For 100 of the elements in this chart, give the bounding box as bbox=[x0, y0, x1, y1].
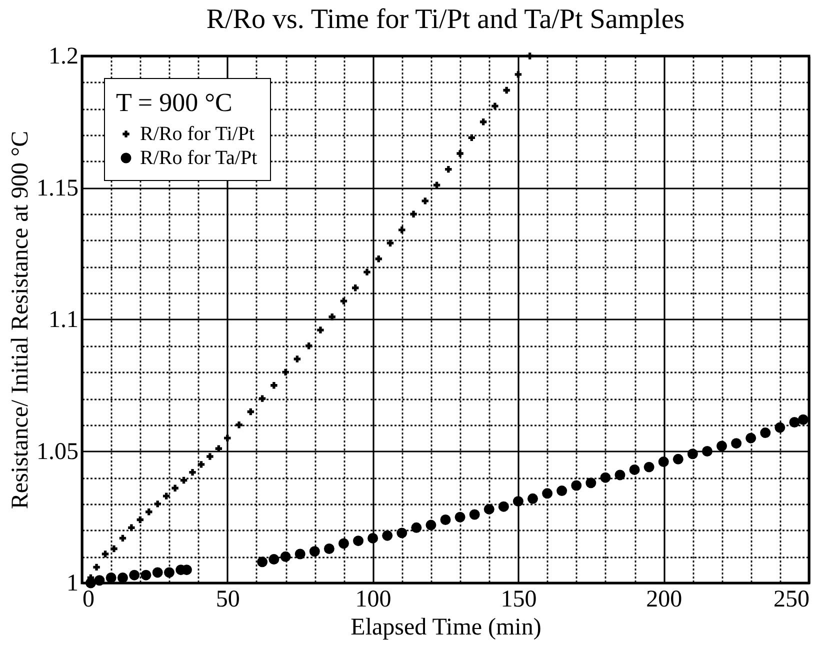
point bbox=[162, 492, 170, 500]
point bbox=[614, 470, 626, 480]
point bbox=[294, 356, 301, 362]
point bbox=[172, 484, 178, 492]
point bbox=[468, 134, 476, 142]
point bbox=[94, 575, 105, 586]
point bbox=[119, 534, 126, 542]
point bbox=[364, 268, 370, 276]
point bbox=[206, 453, 214, 460]
chart-title: R/Ro vs. Time for Ti/Pt and Ta/Pt Samples bbox=[206, 4, 685, 35]
point bbox=[382, 530, 393, 541]
point bbox=[629, 464, 640, 475]
point bbox=[760, 428, 771, 438]
point bbox=[128, 524, 135, 532]
point bbox=[353, 536, 364, 546]
point bbox=[110, 545, 118, 552]
point bbox=[305, 342, 312, 350]
point bbox=[247, 408, 254, 416]
point bbox=[411, 522, 422, 533]
point bbox=[526, 52, 534, 60]
point bbox=[309, 546, 320, 557]
point bbox=[102, 550, 109, 558]
y-tick-label: 1.05 bbox=[36, 438, 78, 465]
y-tick-label: 1.1 bbox=[48, 307, 78, 333]
point bbox=[433, 182, 440, 188]
point bbox=[352, 284, 359, 292]
point bbox=[140, 570, 152, 580]
point bbox=[129, 570, 140, 580]
point bbox=[484, 504, 494, 514]
point bbox=[456, 150, 464, 157]
point bbox=[198, 461, 205, 468]
point bbox=[106, 572, 116, 583]
point bbox=[146, 508, 152, 516]
point bbox=[798, 414, 808, 425]
point bbox=[164, 567, 174, 578]
y-tick-label: 1.2 bbox=[48, 44, 78, 70]
point bbox=[224, 434, 231, 442]
point bbox=[571, 480, 582, 491]
point bbox=[514, 71, 522, 78]
point bbox=[189, 468, 196, 476]
point bbox=[152, 567, 163, 578]
point bbox=[498, 501, 509, 512]
point bbox=[317, 326, 324, 334]
point bbox=[375, 256, 382, 262]
point bbox=[716, 440, 728, 452]
x-tick-label: 150 bbox=[500, 586, 537, 612]
point bbox=[746, 432, 756, 444]
point bbox=[396, 528, 408, 538]
point bbox=[257, 556, 268, 568]
point bbox=[527, 493, 538, 504]
point bbox=[789, 417, 800, 428]
point bbox=[556, 486, 568, 496]
point bbox=[492, 102, 498, 110]
point bbox=[426, 520, 436, 530]
x-tick-label: 200 bbox=[646, 586, 682, 612]
point bbox=[258, 395, 266, 402]
legend-title: T = 900 °C bbox=[116, 88, 232, 117]
x-tick-label: 250 bbox=[774, 586, 810, 612]
point bbox=[512, 496, 524, 507]
y-tick-label: 1.15 bbox=[36, 175, 78, 202]
point bbox=[154, 500, 161, 508]
point bbox=[268, 554, 280, 565]
point bbox=[270, 382, 278, 389]
point bbox=[215, 445, 222, 452]
point bbox=[294, 548, 306, 560]
x-tick-label: 50 bbox=[216, 586, 240, 612]
point bbox=[658, 456, 669, 468]
point bbox=[542, 488, 553, 499]
legend-label: R/Ro for Ti/Pt bbox=[140, 123, 255, 145]
point bbox=[398, 226, 406, 234]
point bbox=[180, 476, 188, 484]
point bbox=[117, 572, 128, 583]
point bbox=[368, 532, 378, 544]
point bbox=[93, 564, 100, 571]
point bbox=[410, 210, 417, 218]
point bbox=[774, 422, 786, 433]
point bbox=[338, 538, 349, 549]
point bbox=[672, 454, 684, 464]
point bbox=[644, 462, 654, 472]
point bbox=[136, 516, 144, 524]
point bbox=[454, 512, 466, 522]
point bbox=[282, 368, 289, 376]
point bbox=[702, 446, 712, 456]
point bbox=[386, 240, 394, 246]
y-tick-label: 1 bbox=[66, 570, 78, 596]
point bbox=[480, 118, 487, 126]
point bbox=[687, 448, 698, 460]
point bbox=[340, 298, 348, 304]
x-tick-label: 0 bbox=[82, 586, 94, 612]
point bbox=[422, 198, 428, 204]
point bbox=[586, 478, 596, 488]
x-axis-title: Elapsed Time (min) bbox=[350, 614, 542, 640]
point bbox=[731, 438, 742, 449]
point bbox=[324, 544, 334, 554]
point bbox=[328, 314, 336, 320]
point bbox=[503, 86, 510, 94]
point bbox=[85, 578, 96, 588]
point bbox=[280, 551, 291, 562]
y-axis-title: Resistance/ Initial Resistance at 900 °C bbox=[8, 130, 34, 510]
point bbox=[236, 422, 242, 428]
